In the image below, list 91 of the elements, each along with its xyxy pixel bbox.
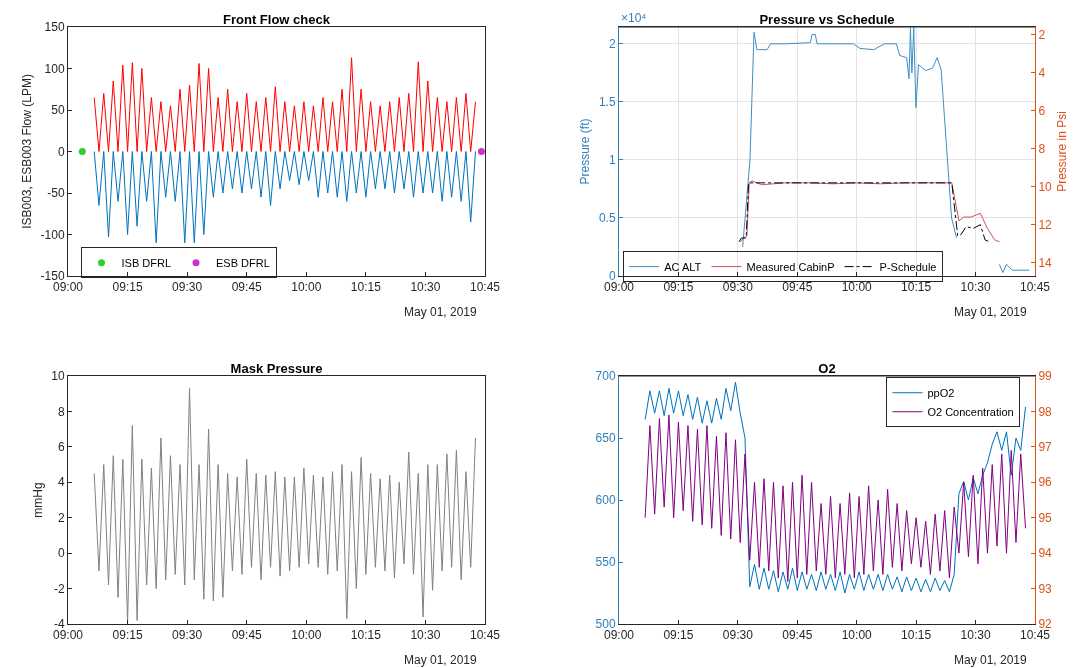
x-tick-label: 09:00	[52, 280, 84, 295]
y2-tick-label: 4	[1038, 65, 1046, 80]
x-tick-label: 10:00	[291, 280, 322, 295]
y-tick-label: 2	[608, 37, 616, 52]
text: May 01, 2019	[404, 305, 478, 319]
chart-title: Pressure vs Schedule	[759, 12, 895, 27]
x-tick-label: 09:45	[782, 628, 813, 643]
line-series	[644, 414, 1026, 582]
y-tick-label: -2	[53, 581, 65, 596]
x-tick-label: 10:00	[291, 628, 322, 643]
y2-tick-label: 94	[1038, 546, 1053, 561]
text: May 01, 2019	[954, 305, 1028, 319]
y2-tick-label: 97	[1038, 440, 1053, 455]
legend-label: O2 Concentration	[927, 406, 1014, 419]
legend-label: Measured CabinP	[746, 260, 835, 273]
x-tick-label: 09:15	[663, 628, 694, 643]
y-axis-title: Pressure (ft)	[578, 118, 593, 185]
x-tick-label: 10:30	[410, 628, 441, 643]
y-axis-title: ISB003, ESB003 Flow (LPM)	[19, 74, 34, 229]
y2-tick-label: 98	[1038, 404, 1053, 419]
y-axis-title: mmHg	[30, 482, 45, 518]
y2-tick-label: 12	[1038, 217, 1053, 232]
legend-label: ISB DFRL	[121, 257, 172, 270]
y-tick-label: 0	[57, 144, 65, 159]
y2-tick-label: 96	[1038, 475, 1053, 490]
x-tick-label: 10:00	[841, 280, 873, 295]
y-tick-label: 650	[595, 431, 616, 446]
y-tick-label: 550	[595, 555, 616, 570]
legend-label: ppO2	[927, 387, 955, 400]
line-series	[93, 387, 476, 623]
y2-tick-label: 99	[1038, 369, 1053, 384]
y-tick-label: 2	[57, 510, 65, 525]
x-tick-label: 09:15	[112, 280, 143, 295]
y-tick-label: 1.5	[598, 95, 616, 110]
x-tick-label: 09:30	[172, 628, 203, 643]
x-tick-label: 09:15	[663, 280, 694, 295]
y2-tick-label: 10	[1038, 179, 1053, 194]
text: May 01, 2019	[404, 653, 478, 667]
x-tick-label: 10:45	[1019, 280, 1051, 295]
x-tick-label: 10:30	[410, 280, 441, 295]
x-tick-label: 09:30	[172, 280, 203, 295]
y-tick-label: 1	[608, 153, 616, 168]
chart-title: Mask Pressure	[230, 361, 323, 376]
x-tick-label: 09:15	[112, 628, 143, 643]
y-tick-label: 10	[51, 369, 65, 384]
legend-label: P-Schedule	[879, 260, 937, 273]
x-tick-label: 10:45	[1019, 628, 1051, 643]
y-tick-label: -100	[40, 227, 65, 242]
y2-tick-label: 93	[1038, 581, 1053, 596]
x-tick-label: 09:00	[52, 628, 84, 643]
chart-title: O2	[818, 361, 836, 376]
x-tick-label: 10:15	[901, 280, 932, 295]
x-tick-label: 09:30	[722, 280, 754, 295]
x-tick-label: 09:45	[231, 628, 263, 643]
line-series	[93, 57, 476, 152]
y2-tick-label: 14	[1038, 255, 1053, 270]
x-tick-label: 10:45	[469, 280, 501, 295]
x-tick-label: 10:15	[350, 280, 382, 295]
x-tick-label: 09:00	[603, 628, 635, 643]
text: ×10⁴	[621, 11, 647, 25]
y-tick-label: 6	[57, 440, 65, 455]
chart-title: Front Flow check	[223, 12, 331, 27]
legend-label: AC ALT	[664, 260, 702, 273]
x-tick-label: 10:15	[350, 628, 382, 643]
x-tick-label: 10:45	[469, 628, 501, 643]
x-tick-label: 09:45	[782, 280, 813, 295]
x-tick-label: 10:30	[960, 628, 991, 643]
x-tick-label: 10:30	[960, 280, 991, 295]
y-tick-label: 8	[57, 404, 65, 419]
x-tick-label: 09:00	[603, 280, 635, 295]
y-tick-label: 700	[595, 369, 616, 384]
y-tick-label: 100	[44, 61, 65, 76]
x-tick-label: 09:30	[722, 628, 754, 643]
y2-axis-title: Pressure in Psi	[1054, 111, 1069, 192]
x-tick-label: 09:45	[231, 280, 263, 295]
y2-tick-label: 95	[1038, 510, 1053, 525]
y2-tick-label: 8	[1038, 141, 1046, 156]
y-tick-label: 150	[44, 20, 65, 35]
x-tick-label: 10:00	[841, 628, 873, 643]
y-tick-label: 4	[57, 475, 65, 490]
y-tick-label: 0	[57, 546, 65, 561]
text: May 01, 2019	[954, 653, 1028, 667]
y-tick-label: -50	[47, 186, 65, 201]
y2-tick-label: 2	[1038, 27, 1046, 42]
y-tick-label: 0.5	[598, 211, 616, 226]
line-series	[644, 381, 1026, 594]
legend-label: ESB DFRL	[216, 257, 270, 270]
y-tick-label: 600	[595, 493, 616, 508]
x-tick-label: 10:15	[901, 628, 932, 643]
y-tick-label: 50	[51, 103, 65, 118]
y2-tick-label: 6	[1038, 103, 1046, 118]
